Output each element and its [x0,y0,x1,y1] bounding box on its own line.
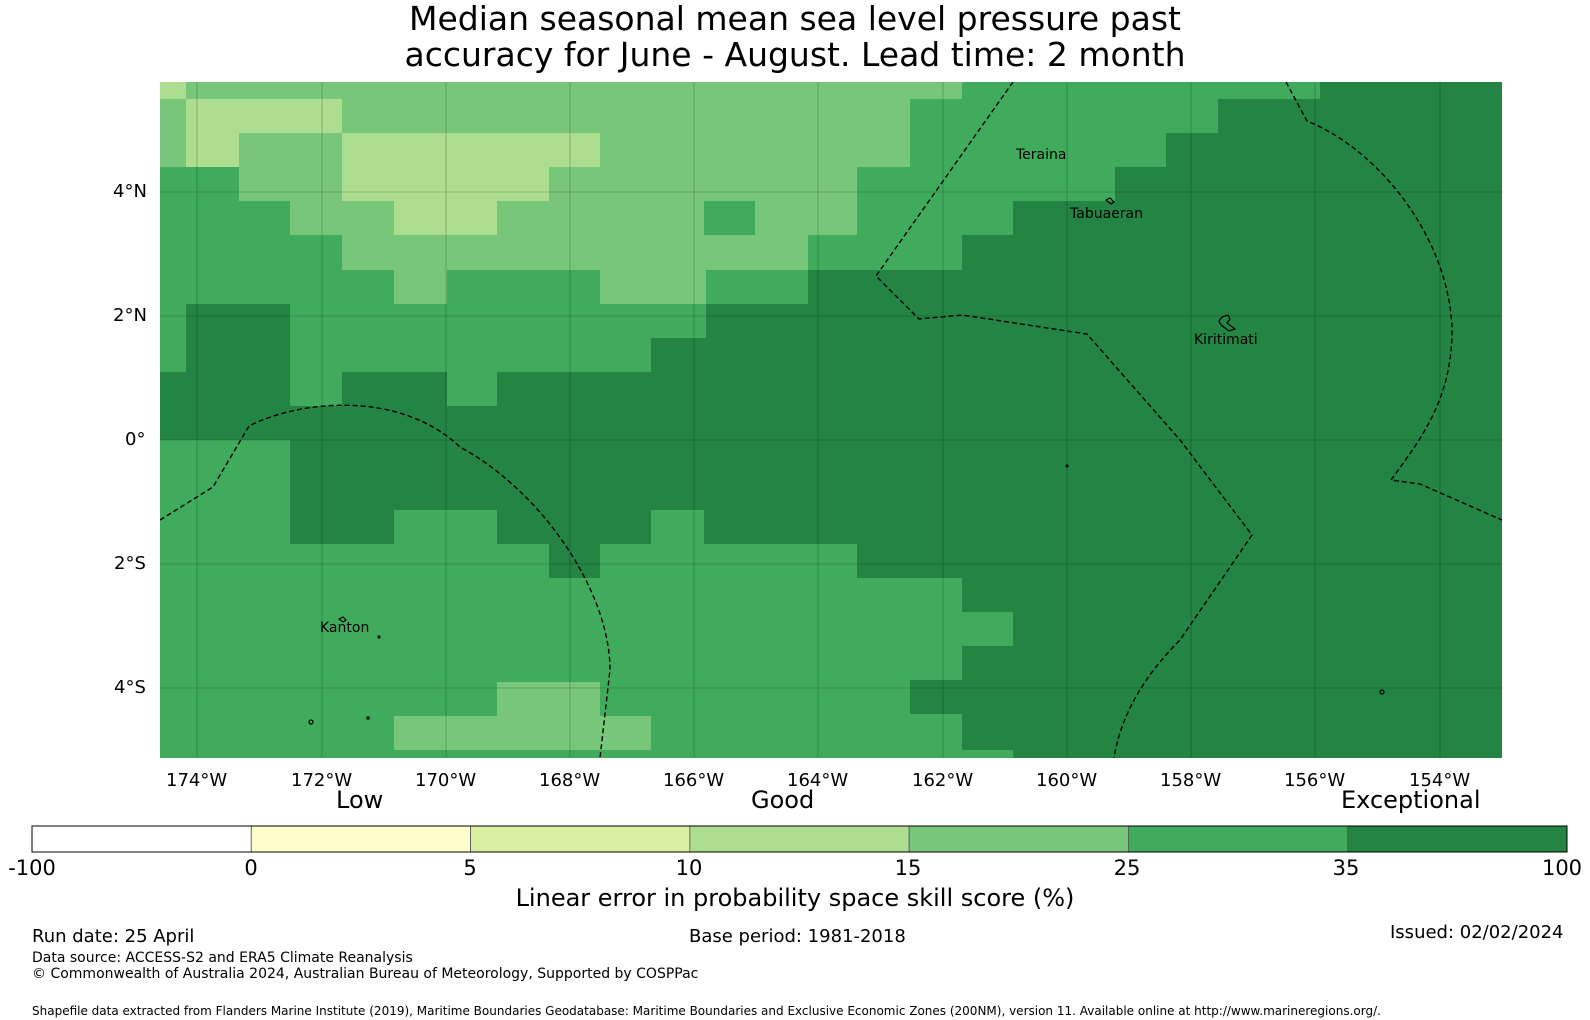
region-10-15 [186,99,342,167]
colorbar-segment-3 [689,825,910,853]
place-label-kanton: Kanton [320,620,370,636]
colorbar-tick-5: 5 [463,856,477,880]
issued-date: Issued: 02/02/2024 [1390,922,1564,943]
colorbar-segment-6 [1347,825,1568,853]
y-tick-0: 0° [125,429,146,450]
colorbar-tick-minus100: -100 [8,856,56,880]
region-25-35-south [160,440,1013,758]
colorbar-tick-0: 0 [244,856,258,880]
colorbar [31,825,1568,853]
map-title-line1: Median seasonal mean sea level pressure … [409,0,1181,38]
base-period: Base period: 1981-2018 [689,926,906,947]
colorbar-tick-10: 10 [675,856,703,880]
x-tick-174w: 174°W [166,770,228,791]
colorbar-tick-15: 15 [894,856,922,880]
copyright: © Commonwealth of Australia 2024, Austra… [32,966,699,982]
run-date: Run date: 25 April [32,926,195,947]
colorbar-segment-5 [1128,825,1349,853]
x-tick-156w: 156°W [1284,770,1346,791]
colorbar-frame [31,825,1568,853]
colorbar-segment-2 [470,825,691,853]
place-label-teraina: Teraina [1016,147,1067,163]
colorbar-band-good: Good [751,786,815,814]
x-tick-168w: 168°W [539,770,601,791]
x-tick-160w: 160°W [1036,770,1098,791]
y-tick-4s: 4°S [114,677,146,698]
colorbar-segment-1 [250,825,471,853]
teraina-island-outline [1104,197,1115,205]
map-title-line2: accuracy for June - August. Lead time: 2… [404,35,1186,74]
colorbar-segment-0 [31,825,252,853]
kiritimati-island-outline [1218,314,1237,332]
y-tick-2s: 2°S [114,553,146,574]
colorbar-band-exceptional: Exceptional [1341,786,1481,814]
islands [308,197,1385,725]
gridlines [160,82,1502,758]
region-15-25-south [394,682,651,750]
colorbar-band-low: Low [336,786,384,814]
y-tick-4n: 4°N [113,181,147,202]
data-source: Data source: ACCESS-S2 and ERA5 Climate … [32,950,413,966]
colorbar-tick-35: 35 [1332,856,1360,880]
eez-boundaries [160,82,1502,758]
shapefile-credit: Shapefile data extracted from Flanders M… [32,1004,1381,1018]
x-tick-172w: 172°W [291,770,353,791]
x-tick-170w: 170°W [415,770,477,791]
x-tick-154w: 154°W [1409,770,1471,791]
y-tick-2n: 2°N [113,305,147,326]
place-label-tabuaeran: Tabuaeran [1070,206,1143,222]
colorbar-tick-100: 100 [1541,856,1583,880]
x-tick-162w: 162°W [912,770,974,791]
colorbar-label: Linear error in probability space skill … [515,884,1075,912]
x-tick-158w: 158°W [1160,770,1222,791]
colorbar-segment-4 [908,825,1129,853]
skill-heatmap [160,82,1502,758]
x-tick-166w: 166°W [663,770,725,791]
colorbar-tick-25: 25 [1113,856,1141,880]
x-tick-164w: 164°W [787,770,849,791]
place-label-kiritimati: Kiritimati [1194,332,1258,348]
kanton-island-outline [337,616,347,623]
